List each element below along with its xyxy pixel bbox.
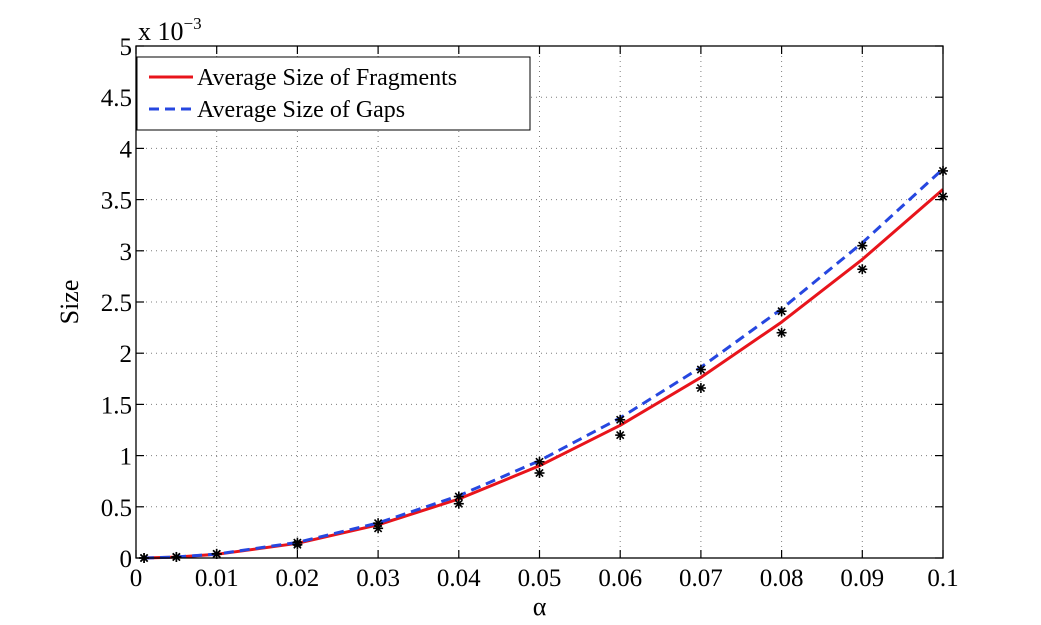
series-line-gaps (144, 167, 945, 560)
legend-label-fragments: Average Size of Fragments (197, 65, 457, 91)
marker-gaps (171, 551, 182, 562)
y-tick-label: 3 (120, 239, 133, 266)
marker-fragments (695, 383, 706, 394)
y-tick-label: 5 (120, 34, 133, 61)
x-tick-label: 0.02 (276, 565, 320, 592)
y-tick-label: 1.5 (101, 392, 132, 419)
y-tick-label: 2.5 (101, 290, 132, 317)
marker-gaps (292, 537, 303, 548)
legend-label-gaps: Average Size of Gaps (197, 97, 405, 123)
legend-box (136, 56, 531, 131)
x-tick-label: 0.06 (598, 565, 642, 592)
y-tick-labels: 0 0.5 1 1.5 2 2.5 3 3.5 4 4.5 5 (101, 34, 133, 573)
marker-gaps (453, 491, 464, 502)
legend: Average Size of Fragments Average Size o… (136, 56, 531, 131)
y-tick-label: 0.5 (101, 495, 132, 522)
grid (136, 46, 943, 558)
marker-gaps (857, 240, 868, 251)
y-tick-label: 0 (120, 546, 133, 573)
y-tick-label: 3.5 (101, 188, 132, 215)
marker-fragments (776, 327, 787, 338)
series-lines (144, 167, 945, 560)
x-tick-label: 0.05 (518, 565, 562, 592)
x-tick-label: 0.03 (356, 565, 400, 592)
y-axis-exponent: x 10−3 (138, 14, 202, 46)
marker-gaps (615, 414, 626, 425)
marker-fragments (534, 468, 545, 479)
x-tick-label: 0.04 (437, 565, 481, 592)
x-tick-label: 0.08 (760, 565, 804, 592)
marker-gaps (373, 518, 384, 529)
y-axis-label: Size (55, 280, 84, 325)
x-tick-label: 0 (130, 565, 143, 592)
x-tick-label: 0.1 (927, 565, 958, 592)
y-tick-label: 1 (120, 444, 133, 471)
series-line-fragments (144, 188, 944, 560)
x-tick-label: 0.01 (195, 565, 239, 592)
x-axis-label: α (533, 592, 547, 621)
y-tick-label: 2 (120, 341, 133, 368)
x-tick-label: 0.07 (679, 565, 723, 592)
marker-gaps (776, 306, 787, 317)
y-tick-label: 4.5 (101, 85, 132, 112)
marker-gaps (695, 364, 706, 375)
marker-fragments (857, 264, 868, 275)
x-tick-label: 0.09 (840, 565, 884, 592)
x-tick-labels: 0 0.01 0.02 0.03 0.04 0.05 0.06 0.07 0.08 0.09 0.1 (130, 565, 959, 592)
y-tick-label: 4 (120, 136, 133, 163)
y-axis-exponent-power: −3 (184, 14, 202, 33)
marker-gaps (534, 456, 545, 467)
marker-fragments (615, 430, 626, 441)
data-markers (139, 165, 948, 563)
